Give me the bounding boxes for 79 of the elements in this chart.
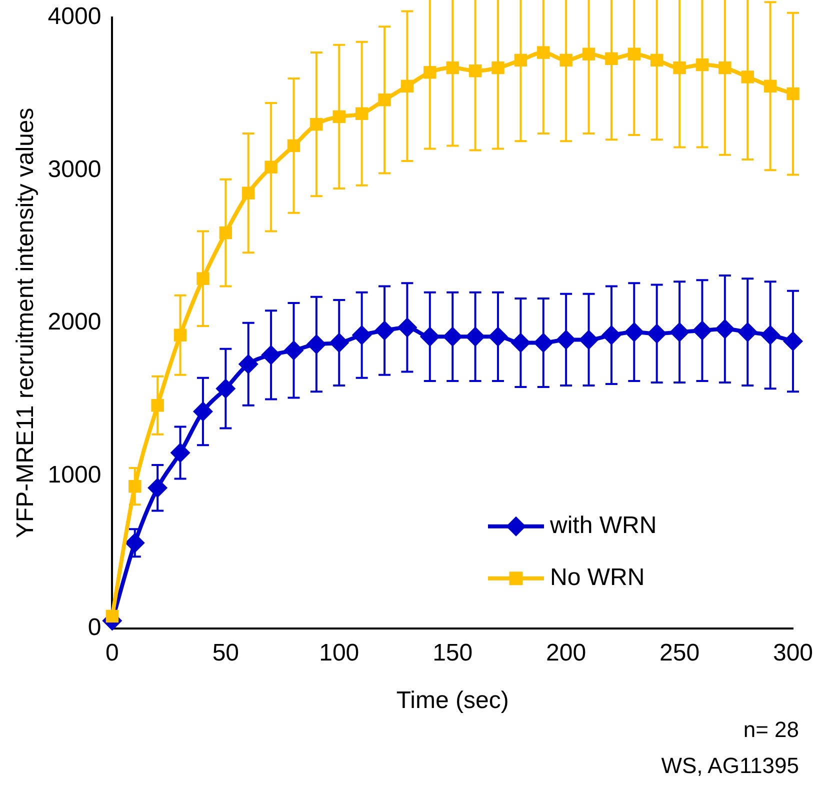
x-tick-label: 250 xyxy=(660,639,700,666)
point xyxy=(465,326,486,347)
point xyxy=(488,326,508,347)
point xyxy=(714,319,735,340)
point xyxy=(148,478,168,498)
point xyxy=(673,61,686,74)
point xyxy=(284,340,304,360)
point xyxy=(582,48,596,60)
point xyxy=(287,139,300,152)
point xyxy=(510,332,531,353)
point xyxy=(329,332,350,353)
point xyxy=(124,532,145,553)
point xyxy=(741,70,754,84)
point xyxy=(646,324,667,344)
point xyxy=(352,325,372,346)
point xyxy=(306,334,326,354)
point xyxy=(174,328,187,342)
point xyxy=(605,52,618,66)
point xyxy=(238,354,258,374)
legend-label: with WRN xyxy=(549,512,657,540)
point xyxy=(650,54,664,67)
x-tick-label: 150 xyxy=(432,639,473,666)
point xyxy=(692,320,712,341)
point xyxy=(310,118,323,131)
point xyxy=(128,480,142,493)
point xyxy=(420,326,440,347)
x-tick-label: 0 xyxy=(106,639,119,666)
point xyxy=(378,94,391,106)
point xyxy=(624,322,644,342)
legend-label: No WRN xyxy=(550,564,645,592)
point xyxy=(578,330,599,350)
point xyxy=(196,272,210,285)
point xyxy=(556,330,576,350)
text: WS, AG11395 xyxy=(661,752,799,780)
point xyxy=(628,48,641,60)
point xyxy=(374,320,395,341)
point xyxy=(783,331,803,352)
point xyxy=(424,66,436,79)
x-tick-label: 100 xyxy=(319,639,360,666)
x-axis-title: Time (sec) xyxy=(396,687,509,714)
point xyxy=(397,317,418,338)
point xyxy=(601,325,622,346)
y-tick-label: 3000 xyxy=(48,156,102,183)
point xyxy=(242,186,255,200)
point xyxy=(446,61,459,74)
y-tick-label: 4000 xyxy=(48,3,102,30)
point xyxy=(151,399,164,412)
point xyxy=(216,378,236,399)
point xyxy=(219,226,232,240)
point xyxy=(760,325,780,346)
point xyxy=(106,610,119,623)
point xyxy=(492,61,504,74)
point xyxy=(192,401,213,422)
x-tick-label: 200 xyxy=(546,639,586,666)
point xyxy=(560,54,572,67)
point xyxy=(261,344,282,365)
point xyxy=(170,442,190,463)
point xyxy=(718,61,732,74)
y-axis-title: YFP-MRE11 recruitment intensity values xyxy=(12,108,40,538)
point xyxy=(514,54,528,67)
point xyxy=(533,332,554,353)
point xyxy=(696,58,709,72)
point xyxy=(332,110,346,124)
y-tick-label: 0 xyxy=(88,614,102,642)
y-tick-label: 1000 xyxy=(48,461,102,488)
x-tick-label: 50 xyxy=(212,639,240,666)
point xyxy=(264,160,278,174)
point xyxy=(738,322,758,342)
point xyxy=(764,80,777,92)
point xyxy=(537,46,550,59)
point xyxy=(786,87,800,100)
x-tick-label: 300 xyxy=(772,639,814,666)
point xyxy=(670,322,690,342)
point xyxy=(442,326,463,347)
text: n= 28 xyxy=(742,716,799,744)
point xyxy=(468,64,482,78)
y-tick-label: 2000 xyxy=(48,308,102,336)
point xyxy=(355,107,368,120)
point xyxy=(400,80,414,92)
